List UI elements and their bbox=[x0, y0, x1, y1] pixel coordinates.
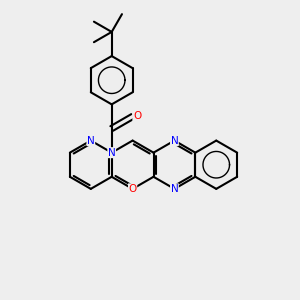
Text: N: N bbox=[171, 184, 178, 194]
Text: N: N bbox=[87, 136, 95, 146]
Text: N: N bbox=[171, 136, 178, 146]
Text: O: O bbox=[133, 111, 141, 122]
Text: O: O bbox=[128, 184, 137, 194]
Text: N: N bbox=[108, 148, 116, 158]
